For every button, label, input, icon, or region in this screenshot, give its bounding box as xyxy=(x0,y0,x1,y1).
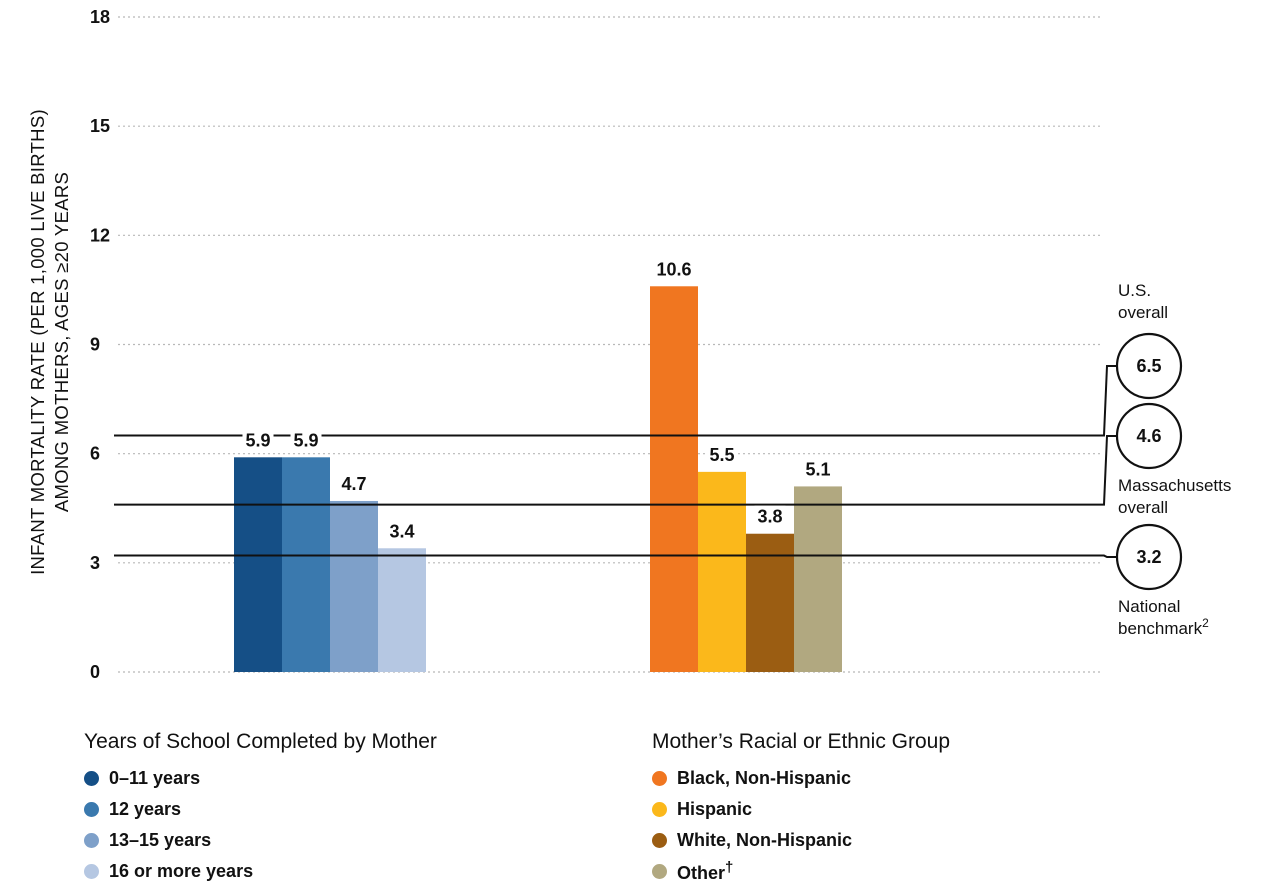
legend-item: 13–15 years xyxy=(84,825,437,856)
legend-label: Hispanic xyxy=(677,799,753,819)
bar xyxy=(282,457,330,672)
legend-swatch-dot xyxy=(652,864,667,879)
reference-text-line1: National xyxy=(1118,597,1180,616)
reference-text-line2: overall xyxy=(1118,303,1168,322)
bar-value-label: 5.1 xyxy=(805,459,830,479)
bar-label-background xyxy=(242,429,274,452)
bar-value-label: 10.6 xyxy=(656,259,691,279)
legend-dagger-mark: † xyxy=(725,859,734,876)
legend-item: Black, Non-Hispanic xyxy=(652,763,950,794)
reference-value: 3.2 xyxy=(1136,547,1161,567)
legend-swatch-dot xyxy=(84,864,99,879)
legend-item: 12 years xyxy=(84,794,437,825)
legend-title: Mother’s Racial or Ethnic Group xyxy=(652,730,951,753)
legend-item: Other† xyxy=(652,856,950,887)
legend-school-years: Years of School Completed by Mother 0–11… xyxy=(84,730,437,887)
y-axis-title-line2: AMONG MOTHERS, AGES ≥20 YEARS xyxy=(51,172,72,512)
bar xyxy=(378,548,426,672)
legend-label: 12 years xyxy=(109,799,182,819)
grid-lines xyxy=(118,16,1100,673)
bar-label-background xyxy=(290,429,322,452)
legend-label: Other† xyxy=(677,859,733,884)
legend-label: 13–15 years xyxy=(109,830,212,850)
legend-swatch-dot xyxy=(84,833,99,848)
bar-value-label: 3.8 xyxy=(757,507,782,527)
legend-label: Black, Non-Hispanic xyxy=(677,768,852,788)
y-tick-label: 0 xyxy=(90,662,100,682)
y-tick-label: 12 xyxy=(90,225,110,245)
bar xyxy=(330,500,378,672)
bar-value-label: 5.5 xyxy=(709,445,734,465)
reference-text-line2: overall xyxy=(1118,498,1168,517)
legend-swatch-dot xyxy=(84,802,99,817)
y-tick-label: 18 xyxy=(90,7,110,27)
legend-label: White, Non-Hispanic xyxy=(677,830,852,850)
legend-item: 16 or more years xyxy=(84,856,437,887)
reference-value: 4.6 xyxy=(1136,426,1161,446)
bar xyxy=(746,533,794,672)
y-axis-ticks: 0 3 6 9 12 15 18 xyxy=(90,7,110,682)
bar-label-background xyxy=(706,443,738,466)
legend-racial-ethnic-group: Mother’s Racial or Ethnic Group Black, N… xyxy=(652,730,950,887)
bar-label-background xyxy=(802,458,834,481)
legend-label: 16 or more years xyxy=(109,861,254,881)
reference-text-line1: U.S. xyxy=(1118,281,1151,300)
legend-swatch-dot xyxy=(84,771,99,786)
y-tick-label: 6 xyxy=(90,444,100,464)
bar-label-background xyxy=(386,520,418,543)
legend-item: Hispanic xyxy=(652,794,950,825)
legend-item: 0–11 years xyxy=(84,763,437,794)
legend-swatch-dot xyxy=(652,833,667,848)
bar-label-background xyxy=(338,472,370,495)
bar xyxy=(794,486,842,672)
legend-swatch-dot xyxy=(652,771,667,786)
reference-line xyxy=(114,554,1117,558)
bar-label-background xyxy=(653,258,695,281)
reference-markers: 6.5 U.S. overall 4.6 Massachusetts overall 3.2… xyxy=(1115,281,1231,638)
reference-marker-circle xyxy=(1115,332,1183,400)
legend-swatch-dot xyxy=(652,802,667,817)
reference-marker-circle xyxy=(1115,523,1183,591)
bar-value-label: 3.4 xyxy=(389,521,414,541)
reference-marker-circle xyxy=(1115,402,1183,470)
bar-value-label: 5.9 xyxy=(245,430,270,450)
bars xyxy=(234,286,842,672)
legend-title: Years of School Completed by Mother xyxy=(84,730,437,753)
bar xyxy=(234,457,282,672)
bar-value-label: 5.9 xyxy=(293,430,318,450)
y-axis-title: INFANT MORTALITY RATE (PER 1,000 LIVE BI… xyxy=(27,109,72,575)
reference-line xyxy=(114,365,1117,437)
legend-label-text: Other xyxy=(677,863,726,883)
y-tick-label: 3 xyxy=(90,553,100,573)
bar-value-label: 4.7 xyxy=(341,474,366,494)
reference-line xyxy=(114,435,1117,506)
y-axis-title-line1: INFANT MORTALITY RATE (PER 1,000 LIVE BI… xyxy=(27,109,48,575)
reference-lines xyxy=(114,365,1117,558)
y-tick-label: 15 xyxy=(90,116,110,136)
bar xyxy=(698,471,746,672)
y-tick-label: 9 xyxy=(90,335,100,355)
reference-value: 6.5 xyxy=(1136,356,1161,376)
reference-text-line1: Massachusetts xyxy=(1118,476,1231,495)
reference-text-line2: benchmark2 xyxy=(1118,616,1209,638)
bar-label-background xyxy=(754,505,786,528)
bar-value-labels: 5.9 5.9 4.7 3.4 10.6 5.5 3.8 5.1 xyxy=(242,258,834,543)
reference-superscript: 2 xyxy=(1202,616,1209,630)
legend-item: White, Non-Hispanic xyxy=(652,825,950,856)
legend-label: 0–11 years xyxy=(109,768,201,788)
bar xyxy=(650,286,698,672)
